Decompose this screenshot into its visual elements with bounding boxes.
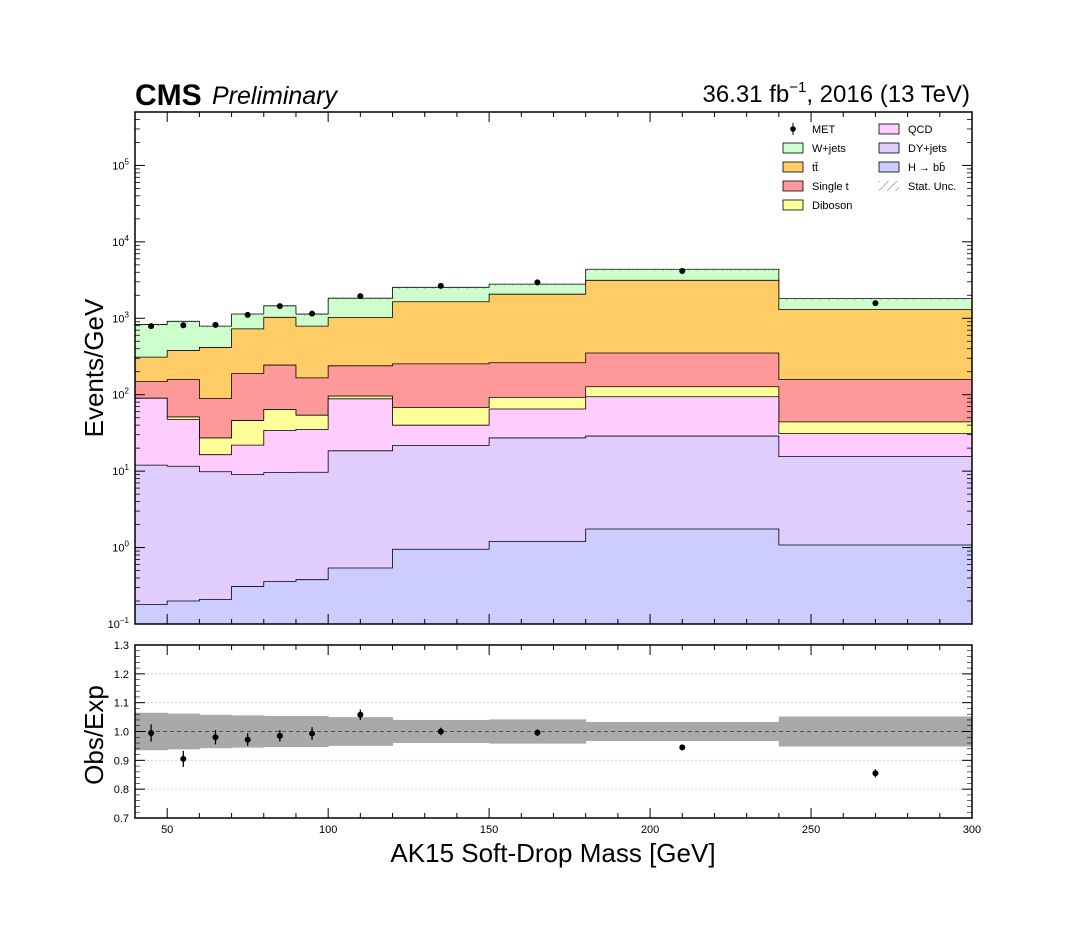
legend-entry: Single t (782, 180, 849, 193)
legend-entry: QCD (878, 123, 933, 136)
ratio-point (872, 770, 879, 777)
legend-entry: Stat. Unc. (879, 181, 956, 193)
data-point (276, 303, 283, 310)
legend-entry: W+jets (782, 142, 846, 155)
ratio-uncertainty-band (135, 712, 972, 751)
ratio-point (276, 732, 283, 739)
stack-outline-0 (135, 528, 972, 605)
stack-outline-5 (135, 279, 972, 358)
legend-swatch (782, 180, 804, 192)
legend-label: MET (812, 124, 836, 136)
legend-swatch (782, 142, 804, 154)
x-tick-label: 250 (802, 824, 820, 836)
y-tick-label: 10−1 (108, 616, 130, 631)
x-axis-title: AK15 Soft-Drop Mass [GeV] (390, 838, 715, 868)
x-tick-label: 150 (480, 824, 498, 836)
ratio-y-axis-title: Obs/Exp (79, 685, 109, 785)
ratio-point (534, 729, 541, 736)
ratio-y-tick-label: 1.0 (114, 727, 129, 739)
stack-outline-4 (135, 352, 972, 399)
y-tick-label: 104 (112, 234, 129, 249)
ratio-plot-frame (134, 644, 973, 819)
y-tick-label: 103 (112, 310, 129, 325)
legend-entry: Diboson (782, 199, 852, 212)
legend-swatch (878, 142, 900, 154)
data-point (180, 322, 187, 329)
ratio-y-tick-label: 0.9 (114, 755, 129, 767)
legend-swatch (878, 161, 900, 173)
ratio-y-tick-label: 1.2 (114, 669, 129, 681)
luminosity-label: 36.31 fb−1, 2016 (13 TeV) (702, 79, 970, 108)
y-tick-label: 105 (112, 157, 129, 172)
legend: MET W+jets tt̄ Single t Diboson QCD DY+jets H →… (782, 123, 956, 212)
legend-entry: DY+jets (878, 142, 947, 155)
legend-swatch (878, 123, 900, 135)
legend-entry: H → bb̄ (878, 161, 945, 174)
data-point (309, 310, 316, 317)
status-label: Preliminary (212, 82, 339, 110)
ratio-point (212, 734, 219, 741)
data-point (244, 311, 251, 318)
legend-swatch (879, 181, 899, 191)
ratio-point (357, 711, 364, 718)
x-tick-label: 300 (963, 824, 981, 836)
data-point (437, 282, 444, 289)
main-axes: 10−1 100 101 102 103 104 105 (108, 112, 973, 631)
legend-swatch (782, 199, 804, 211)
ratio-point (437, 728, 444, 735)
data-points-layer (148, 268, 879, 330)
legend-entry: tt̄ (782, 161, 818, 174)
ratio-point (148, 729, 155, 736)
ratio-point (180, 755, 187, 762)
x-tick-label: 100 (319, 824, 337, 836)
x-tick-label: 50 (161, 824, 173, 836)
ratio-y-tick-label: 0.8 (114, 784, 129, 796)
stack-fill-0 (135, 528, 972, 624)
data-point (872, 300, 879, 307)
data-point (534, 279, 541, 286)
data-point (679, 268, 686, 275)
legend-entry: MET (790, 123, 836, 136)
ratio-point (244, 736, 251, 743)
y-tick-label: 101 (112, 463, 129, 478)
main-plot-frame (134, 111, 973, 625)
x-tick-label: 200 (641, 824, 659, 836)
ratio-points-layer (148, 709, 879, 778)
experiment-label: CMS (135, 79, 202, 112)
legend-label: W+jets (812, 143, 846, 155)
legend-label: QCD (908, 124, 933, 136)
ratio-point (309, 730, 316, 737)
data-point (148, 323, 155, 330)
legend-label: Stat. Unc. (908, 181, 956, 193)
stack-outline-1 (135, 435, 972, 476)
legend-label: Diboson (812, 200, 852, 212)
legend-label: DY+jets (908, 143, 947, 155)
data-point (212, 321, 219, 328)
ratio-band-bin (778, 716, 972, 747)
ratio-point (679, 744, 686, 751)
ratio-axes: 0.7 0.8 0.9 1.0 1.1 1.2 1.3 50 100 150 200 250 300 (114, 640, 981, 836)
legend-label: H → bb̄ (908, 161, 945, 174)
stat-unc-bin (167, 320, 200, 323)
stat-unc-bin (778, 298, 972, 301)
y-tick-label: 102 (112, 387, 129, 402)
stack-outline-2 (135, 396, 972, 456)
ratio-y-tick-label: 1.3 (114, 640, 129, 652)
ratio-y-tick-label: 0.7 (114, 813, 129, 825)
legend-label: Single t (812, 181, 849, 193)
y-tick-label: 100 (112, 540, 129, 555)
legend-swatch (782, 161, 804, 173)
data-point (357, 293, 364, 300)
ratio-y-tick-label: 1.1 (114, 698, 129, 710)
legend-label: tt̄ (812, 162, 818, 174)
y-axis-title: Events/GeV (79, 298, 109, 437)
stack-layer (135, 268, 972, 624)
